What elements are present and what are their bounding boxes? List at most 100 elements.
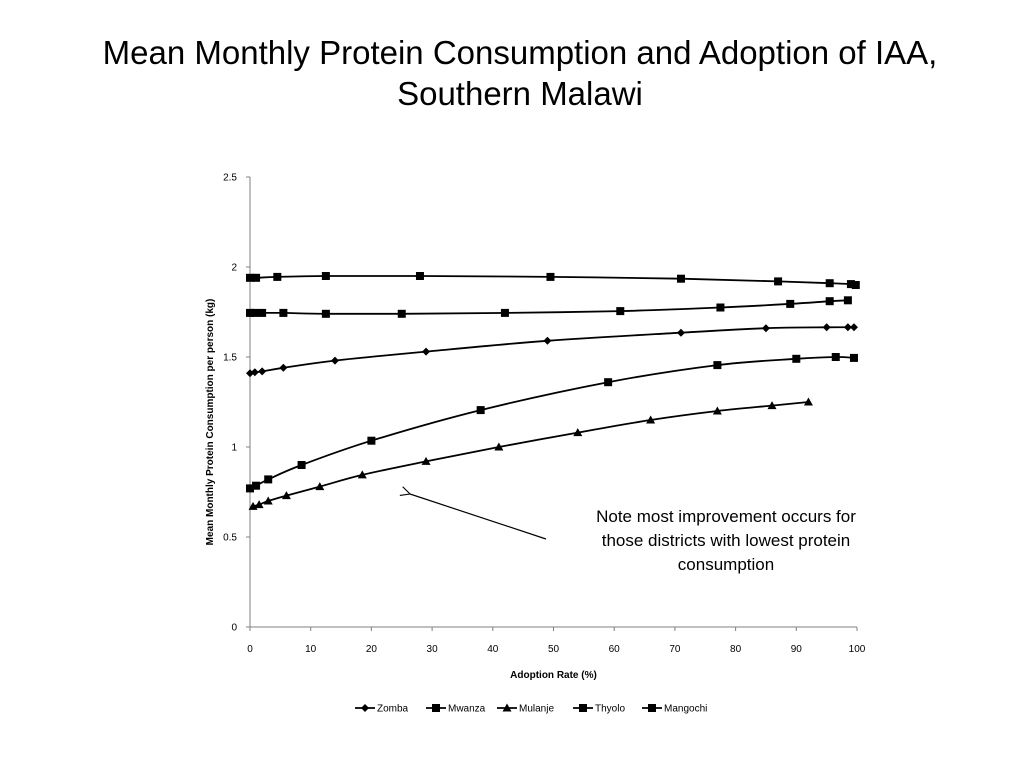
data-point-mulanje xyxy=(573,428,583,437)
data-point-mwanza xyxy=(246,273,254,282)
data-point-zomba xyxy=(258,367,267,376)
y-tick-label: 2 xyxy=(231,263,237,274)
slide-title-line-2: Southern Malawi xyxy=(397,75,643,112)
data-point-mulanje xyxy=(803,397,813,406)
legend-label-thyolo: Thyolo xyxy=(595,704,625,715)
series-line-thyolo xyxy=(249,299,848,315)
data-point-mulanje xyxy=(646,415,656,424)
data-point-zomba xyxy=(843,323,852,332)
chart-axes: 0 0.5 1 1.5 2 2.5 0 10 20 30 40 50 60 70 80 90 100 Adopti… xyxy=(205,173,866,682)
data-point-mulanje xyxy=(357,470,367,479)
x-tick-label: 20 xyxy=(366,644,378,655)
legend-marker-mulanje xyxy=(502,703,512,712)
data-point-mulanje xyxy=(263,496,273,505)
legend-marker-mangochi xyxy=(648,704,656,712)
data-point-mangochi xyxy=(849,353,858,362)
annotation-arrow xyxy=(410,494,547,540)
legend-item-mwanza: Mwanza xyxy=(426,704,486,715)
legend-label-mwanza: Mwanza xyxy=(448,704,486,715)
legend-label-mulanje: Mulanje xyxy=(519,704,554,715)
data-point-mwanza xyxy=(846,280,855,289)
x-tick-label: 50 xyxy=(548,644,560,655)
data-point-thyolo xyxy=(843,296,852,305)
legend-item-thyolo: Thyolo xyxy=(573,704,625,715)
y-tick-label: 2.5 xyxy=(223,173,237,184)
series-mangochi xyxy=(246,353,858,493)
series-zomba xyxy=(246,323,858,378)
data-point-mwanza xyxy=(273,272,282,281)
data-point-mwanza xyxy=(774,277,783,286)
data-point-thyolo xyxy=(279,308,288,317)
data-point-mangochi xyxy=(297,461,306,469)
annotation-note: Note most improvement occurs for those d… xyxy=(556,505,896,577)
x-tick-label: 60 xyxy=(609,644,621,655)
x-tick-label: 100 xyxy=(849,644,866,655)
data-point-mangochi xyxy=(476,406,485,415)
x-tick-label: 70 xyxy=(669,644,681,655)
legend-item-zomba: Zomba xyxy=(355,704,409,715)
y-tick-label: 1.5 xyxy=(223,353,237,364)
data-point-mwanza xyxy=(851,281,860,289)
legend-item-mulanje: Mulanje xyxy=(497,703,554,715)
chart-plot-area xyxy=(246,272,860,510)
series-line-mangochi xyxy=(249,356,855,490)
x-axis-title: Adoption Rate (%) xyxy=(510,670,597,681)
data-point-zomba xyxy=(761,324,770,333)
data-point-mangochi xyxy=(246,484,254,493)
y-tick-label: 0 xyxy=(231,623,237,634)
data-point-mangochi xyxy=(713,361,722,370)
annotation-line-2: those districts with lowest protein xyxy=(601,531,851,550)
data-point-zomba xyxy=(330,356,339,365)
data-point-thyolo xyxy=(716,303,725,312)
data-point-zomba xyxy=(250,368,259,377)
data-point-thyolo xyxy=(250,308,259,317)
x-tick-label: 10 xyxy=(305,644,317,655)
legend-label-mangochi: Mangochi xyxy=(664,704,707,715)
data-point-mwanza xyxy=(676,274,685,283)
data-point-thyolo xyxy=(397,309,406,318)
data-point-mwanza xyxy=(252,273,261,282)
chart-legend: Zomba Mwanza Mulanje Thyolo Mangochi xyxy=(355,703,707,715)
data-point-thyolo xyxy=(500,308,509,317)
data-point-zomba xyxy=(279,363,288,372)
data-point-zomba xyxy=(422,347,431,356)
data-point-mulanje xyxy=(315,482,325,491)
legend-marker-zomba xyxy=(361,704,369,712)
series-mulanje xyxy=(248,397,813,510)
data-point-thyolo xyxy=(825,297,834,306)
series-thyolo xyxy=(246,296,852,318)
data-point-mulanje xyxy=(421,456,431,465)
x-tick-label: 40 xyxy=(487,644,499,655)
data-point-mwanza xyxy=(415,272,424,280)
data-point-mangochi xyxy=(831,353,840,361)
legend-marker-mwanza xyxy=(432,704,440,712)
data-point-zomba xyxy=(676,328,685,337)
data-point-mwanza xyxy=(321,272,330,280)
data-point-mangochi xyxy=(604,378,613,387)
data-point-thyolo xyxy=(616,307,625,316)
x-tick-label: 30 xyxy=(427,644,439,655)
data-point-mulanje xyxy=(494,442,504,451)
legend-label-zomba: Zomba xyxy=(377,704,409,715)
legend-marker-thyolo xyxy=(579,704,587,712)
annotation-line-3: consumption xyxy=(677,555,775,574)
legend-item-mangochi: Mangochi xyxy=(642,704,707,715)
data-point-zomba xyxy=(543,336,552,345)
data-point-mwanza xyxy=(825,279,834,288)
slide-title-line-1: Mean Monthly Protein Consumption and Ado… xyxy=(102,34,938,71)
x-tick-label: 0 xyxy=(247,644,253,655)
x-tick-label: 90 xyxy=(791,644,803,655)
data-point-mulanje xyxy=(254,500,264,509)
y-axis-title: Mean Monthly Protein Consumption per per… xyxy=(205,299,216,546)
y-tick-label: 0.5 xyxy=(223,533,237,544)
data-point-mwanza xyxy=(546,272,555,281)
data-point-zomba xyxy=(822,323,831,332)
data-point-mulanje xyxy=(767,401,777,410)
series-line-zomba xyxy=(249,326,854,375)
data-point-mangochi xyxy=(367,436,376,445)
slide-title: Mean Monthly Protein Consumption and Ado… xyxy=(60,32,980,114)
data-point-thyolo xyxy=(258,308,267,317)
data-point-thyolo xyxy=(321,309,330,318)
y-tick-label: 1 xyxy=(231,443,237,454)
